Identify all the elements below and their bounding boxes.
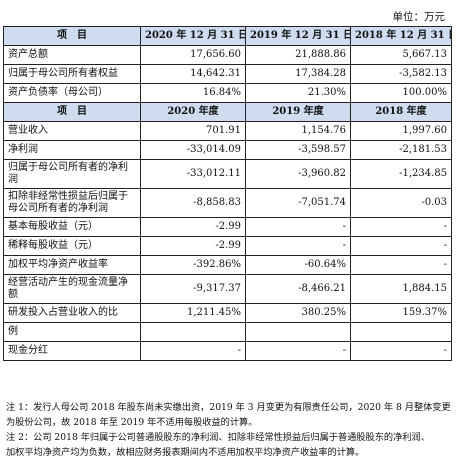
cell-2020: -2.99	[140, 217, 246, 237]
cell-2020: -2.99	[140, 236, 246, 256]
cell-2018: -	[350, 236, 452, 256]
row-label: 资产总额	[3, 45, 141, 65]
cell-2018: 5,667.13	[350, 45, 452, 65]
row-label: 例	[3, 322, 141, 342]
cell-2019: 21.30%	[245, 83, 351, 103]
cell-2020	[140, 322, 246, 342]
cell-2019: -8,466.21	[245, 274, 351, 304]
cell-2020: -9,317.37	[140, 274, 246, 304]
cell-2020: 1,211.45%	[140, 303, 246, 323]
footnote-line: 加权平均净资产均为负数，故相应财务报表期间内不适用加权平均净资产收益率的计算。	[6, 447, 365, 458]
header-2019: 2019 年度	[245, 102, 351, 122]
header-2018: 2018 年 12 月 31 日	[350, 26, 452, 46]
table-row: 现金分红 - - -	[3, 341, 452, 361]
cell-2018: 100.00%	[350, 83, 452, 103]
row-label: 营业收入	[3, 121, 141, 141]
row-label: 经营活动产生的现金流量净额	[3, 274, 141, 304]
unit-label: 单位：万元	[392, 11, 446, 23]
footnote-line: 注 2：公司 2018 年归属于公司普通股股东的净利润、扣除非经常性损益后归属于…	[6, 432, 430, 443]
cell-2019: -3,598.57	[245, 140, 351, 160]
row-label: 归属于母公司所有者的净利润	[3, 159, 141, 189]
table-row: 例	[3, 322, 452, 342]
header-2019: 2019 年 12 月 31 日	[245, 26, 351, 46]
cell-2019: -	[245, 341, 351, 361]
financial-table: 项 目 2020 年 12 月 31 日 2019 年 12 月 31 日 20…	[3, 26, 452, 361]
cell-2020: -8,858.83	[140, 188, 246, 218]
cell-2018: -	[350, 217, 452, 237]
table-row: 归属于母公司所有者的净利润 -33,012.11 -3,960.82 -1,23…	[3, 159, 452, 189]
table-row: 稀释每股收益（元） -2.99 - -	[3, 236, 452, 256]
cell-2018: 159.37%	[350, 303, 452, 323]
cell-2019: -3,960.82	[245, 159, 351, 189]
cell-2019: 21,888.86	[245, 45, 351, 65]
cell-2020: 16.84%	[140, 83, 246, 103]
cell-2019	[245, 322, 351, 342]
header-item: 项 目	[3, 26, 141, 46]
header-2020: 2020 年度	[140, 102, 246, 122]
cell-2019: 17,384.28	[245, 64, 351, 84]
cell-2018: -0.03	[350, 188, 452, 218]
row-label: 研发投入占营业收入的比	[3, 303, 141, 323]
cell-2018	[350, 322, 452, 342]
cell-2020: 701.91	[140, 121, 246, 141]
table-row: 资产负债率（母公司） 16.84% 21.30% 100.00%	[3, 83, 452, 103]
row-label: 基本每股收益（元）	[3, 217, 141, 237]
header-2020: 2020 年 12 月 31 日	[140, 26, 246, 46]
footnotes: 注 1：发行人母公司 2018 年股东尚未实缴出资，2019 年 3 月变更为有…	[6, 400, 452, 460]
table-row: 净利润 -33,014.09 -3,598.57 -2,181.53	[3, 140, 452, 160]
row-label: 加权平均净资产收益率	[3, 255, 141, 275]
table-row: 经营活动产生的现金流量净额 -9,317.37 -8,466.21 1,884.…	[3, 274, 452, 304]
cell-2018: -	[350, 341, 452, 361]
footnote-line: 注 1：发行人母公司 2018 年股东尚未实缴出资，2019 年 3 月变更为有…	[6, 402, 451, 413]
row-label: 归属于母公司所有者权益	[3, 64, 141, 84]
cell-2020: 14,642.31	[140, 64, 246, 84]
cell-2020: -33,012.11	[140, 159, 246, 189]
cell-2018: -1,234.85	[350, 159, 452, 189]
row-label: 现金分红	[3, 341, 141, 361]
cell-2018: 1,997.60	[350, 121, 452, 141]
cell-2018: -2,181.53	[350, 140, 452, 160]
table-row: 营业收入 701.91 1,154.76 1,997.60	[3, 121, 452, 141]
cell-2019: -7,051.74	[245, 188, 351, 218]
footnote-line: 为股份公司，故 2018 年至 2019 年不适用每股收益的计算。	[6, 417, 258, 428]
cell-2018: 1,884.15	[350, 274, 452, 304]
header-item: 项 目	[3, 102, 141, 122]
table-row: 扣除非经常性损益后归属于母公司所有者的净利润 -8,858.83 -7,051.…	[3, 188, 452, 218]
row-label: 稀释每股收益（元）	[3, 236, 141, 256]
cell-2018: -	[350, 255, 452, 275]
row-label: 资产负债率（母公司）	[3, 83, 141, 103]
cell-2020: -33,014.09	[140, 140, 246, 160]
cell-2019: 1,154.76	[245, 121, 351, 141]
table-row: 基本每股收益（元） -2.99 - -	[3, 217, 452, 237]
header-row-income: 项 目 2020 年度 2019 年度 2018 年度	[3, 102, 452, 122]
table-row: 研发投入占营业收入的比 1,211.45% 380.25% 159.37%	[3, 303, 452, 323]
row-label: 扣除非经常性损益后归属于母公司所有者的净利润	[3, 188, 141, 218]
header-2018: 2018 年度	[350, 102, 452, 122]
row-label: 净利润	[3, 140, 141, 160]
header-row-balance: 项 目 2020 年 12 月 31 日 2019 年 12 月 31 日 20…	[3, 26, 452, 46]
cell-2019: 380.25%	[245, 303, 351, 323]
cell-2019: -60.64%	[245, 255, 351, 275]
cell-2019: -	[245, 236, 351, 256]
cell-2020: -	[140, 341, 246, 361]
table-row: 归属于母公司所有者权益 14,642.31 17,384.28 -3,582.1…	[3, 64, 452, 84]
cell-2020: 17,656.60	[140, 45, 246, 65]
cell-2019: -	[245, 217, 351, 237]
cell-2020: -392.86%	[140, 255, 246, 275]
table-row: 加权平均净资产收益率 -392.86% -60.64% -	[3, 255, 452, 275]
table-row: 资产总额 17,656.60 21,888.86 5,667.13	[3, 45, 452, 65]
cell-2018: -3,582.13	[350, 64, 452, 84]
